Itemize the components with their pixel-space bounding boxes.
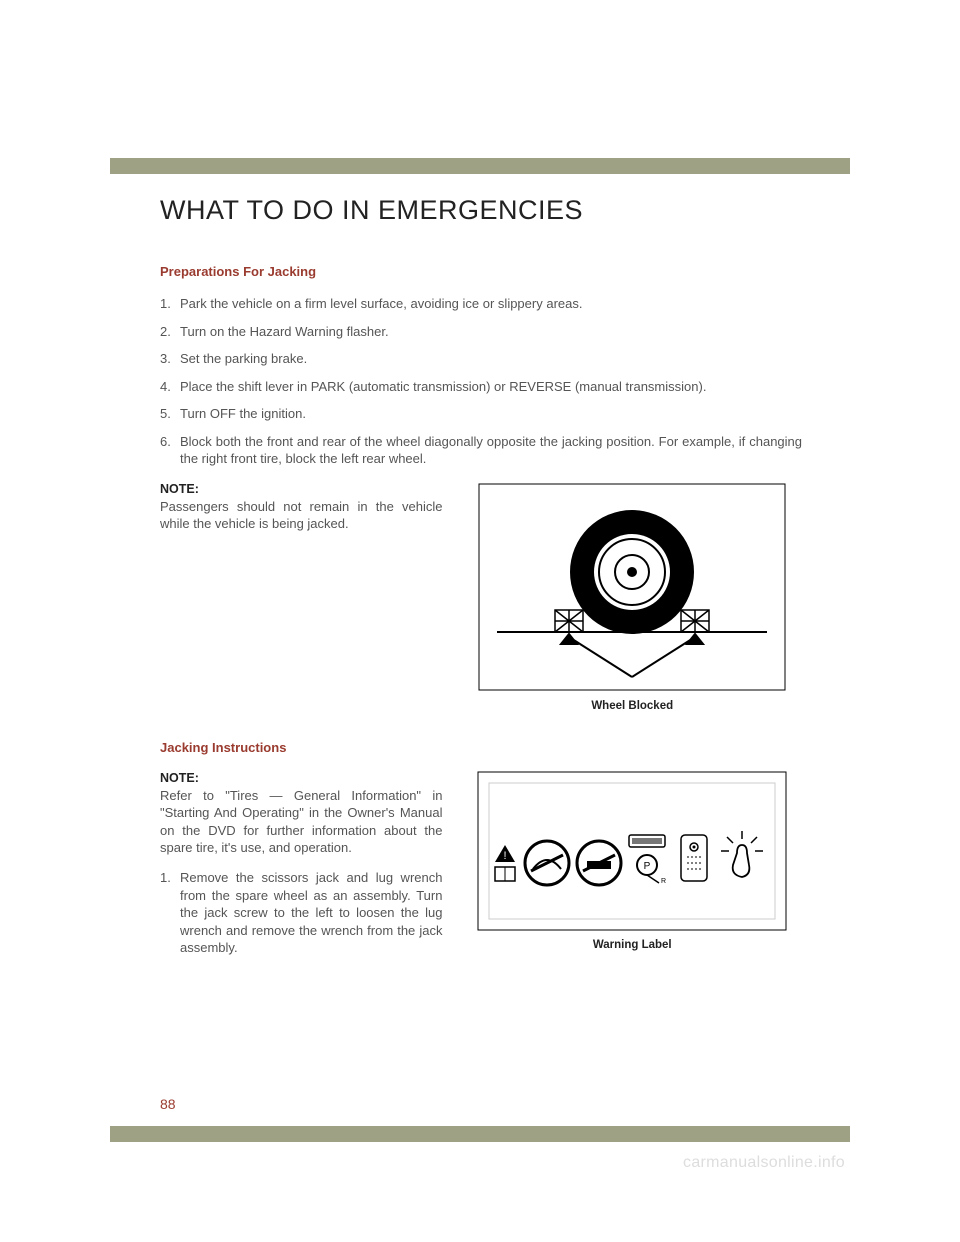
preparations-steps: Park the vehicle on a firm level surface… bbox=[160, 295, 802, 468]
note-and-wheel-figure: NOTE: Passengers should not remain in th… bbox=[160, 482, 802, 712]
note-text: Refer to "Tires — General Information" i… bbox=[160, 787, 442, 857]
wheel-blocked-figure: Wheel Blocked bbox=[462, 482, 802, 712]
step-item: Set the parking brake. bbox=[160, 350, 802, 368]
bottom-divider-bar bbox=[110, 1126, 850, 1142]
jacking-note-and-label-figure: NOTE: Refer to "Tires — General Informat… bbox=[160, 771, 802, 967]
step-item: Park the vehicle on a firm level surface… bbox=[160, 295, 802, 313]
step-item: Turn OFF the ignition. bbox=[160, 405, 802, 423]
step-item: Turn on the Hazard Warning flasher. bbox=[160, 323, 802, 341]
svg-text:P: P bbox=[644, 861, 651, 872]
jacking-steps: Remove the scissors jack and lug wrench … bbox=[160, 869, 442, 957]
section-heading-preparations: Preparations For Jacking bbox=[160, 264, 802, 279]
watermark-text: carmanualsonline.info bbox=[683, 1154, 845, 1172]
figure-caption: Warning Label bbox=[462, 939, 802, 951]
wheel-blocked-svg bbox=[477, 482, 787, 692]
warning-label-svg: ! bbox=[477, 771, 787, 931]
note-label: NOTE: bbox=[160, 482, 442, 496]
top-divider-bar bbox=[110, 158, 850, 174]
page-content: WHAT TO DO IN EMERGENCIES Preparations F… bbox=[160, 195, 802, 995]
figure-caption: Wheel Blocked bbox=[462, 700, 802, 712]
note-text: Passengers should not remain in the vehi… bbox=[160, 498, 442, 533]
step-item: Remove the scissors jack and lug wrench … bbox=[160, 869, 442, 957]
chapter-title: WHAT TO DO IN EMERGENCIES bbox=[160, 195, 802, 226]
svg-text:!: ! bbox=[504, 850, 507, 862]
svg-text:R: R bbox=[661, 878, 666, 885]
step-item: Block both the front and rear of the whe… bbox=[160, 433, 802, 468]
step-item: Place the shift lever in PARK (automatic… bbox=[160, 378, 802, 396]
page-number: 88 bbox=[160, 1096, 176, 1112]
note-label: NOTE: bbox=[160, 771, 442, 785]
warning-label-figure: ! bbox=[462, 771, 802, 951]
section-heading-jacking: Jacking Instructions bbox=[160, 740, 802, 755]
